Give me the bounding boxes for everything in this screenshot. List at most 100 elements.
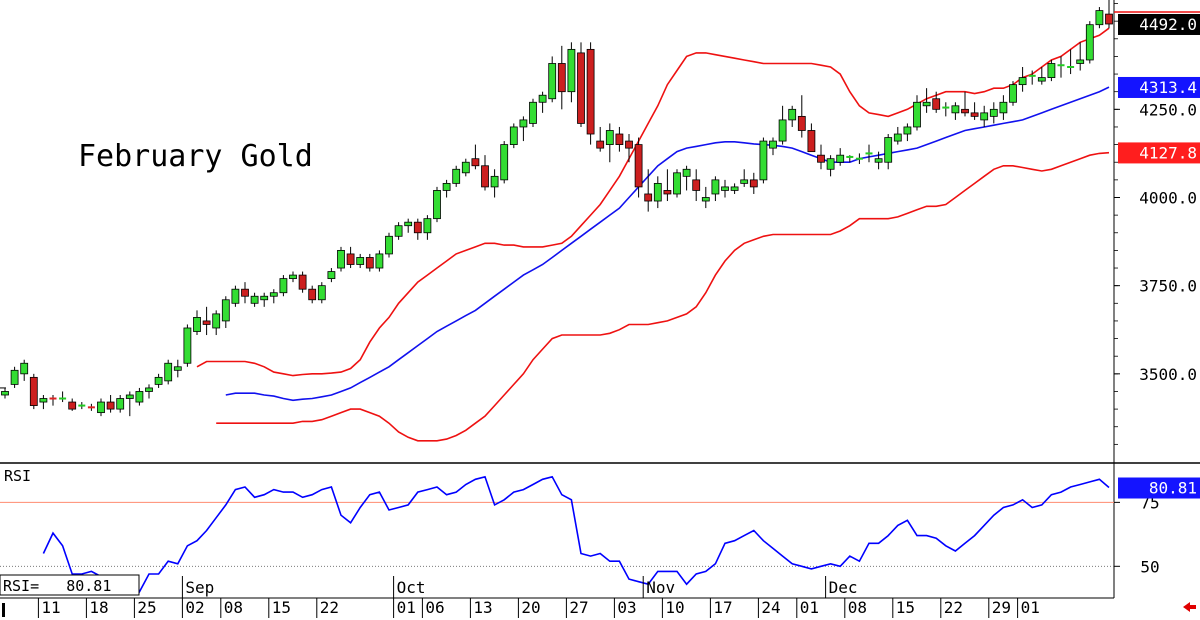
candle (289, 271, 297, 283)
candle (634, 137, 643, 198)
x-day-label: 22 (320, 598, 339, 617)
candle (586, 42, 595, 145)
candle-body (442, 182, 451, 191)
candle-body (884, 137, 893, 163)
candle (529, 98, 537, 127)
candle (951, 102, 960, 120)
candle-body (164, 362, 173, 382)
candle (78, 402, 86, 410)
candle (68, 398, 77, 411)
candle-body (922, 101, 931, 107)
candle (20, 359, 29, 381)
x-day-label: 15 (896, 598, 915, 617)
candle-body (673, 172, 681, 195)
rsi-line (42, 475, 1110, 593)
candle (730, 183, 739, 194)
candle (836, 148, 845, 166)
candle-body (394, 225, 403, 237)
candle-body (625, 140, 633, 149)
candle-body (500, 144, 509, 181)
candle (404, 218, 413, 233)
candle (481, 155, 489, 191)
candle (1105, 0, 1113, 29)
candle-body (519, 119, 528, 128)
candle (548, 56, 557, 103)
candle (692, 169, 701, 202)
candle (846, 155, 854, 163)
candle-body (231, 288, 240, 304)
price-label-box (1118, 13, 1200, 35)
candle (241, 282, 249, 304)
candle-body (749, 179, 758, 188)
candle (183, 324, 192, 367)
candle-body (356, 257, 365, 265)
candle (461, 158, 470, 177)
candle (116, 394, 125, 413)
bollinger-lower-line (216, 151, 1110, 442)
candle-body (241, 288, 249, 297)
x-day-label: 08 (224, 598, 243, 617)
candle-body (999, 101, 1008, 114)
candle (490, 169, 499, 198)
candle-body (106, 401, 115, 410)
candle-body (29, 376, 38, 406)
candle-body (509, 126, 518, 145)
candle-body (615, 133, 624, 145)
candle (913, 95, 921, 131)
candle (615, 126, 624, 152)
candle-body (221, 299, 230, 322)
candle (356, 253, 365, 269)
candle (807, 123, 816, 153)
candle-body (289, 274, 297, 280)
candle-body (682, 168, 691, 177)
candle-body (317, 285, 326, 301)
candle (711, 176, 720, 202)
scroll-right-arrow-icon[interactable] (1183, 602, 1196, 612)
candle (87, 403, 95, 411)
candle-body (1009, 84, 1017, 103)
x-month-label: Dec (829, 578, 858, 597)
price-label-box (1118, 76, 1200, 98)
candle (605, 123, 614, 163)
candle (500, 141, 509, 184)
candle (970, 102, 979, 120)
rsi-readout: RSI= 80.81 (3, 577, 111, 595)
candle (826, 155, 835, 177)
x-day-label: 22 (944, 598, 963, 617)
candle-body (385, 235, 393, 255)
candle (375, 250, 384, 272)
candle (740, 169, 749, 187)
candle (884, 134, 893, 170)
candle (797, 95, 806, 138)
candle (125, 391, 134, 417)
candle (625, 134, 633, 163)
candle-body (721, 186, 729, 191)
candle (519, 116, 528, 142)
candle (97, 398, 105, 417)
candle (269, 289, 278, 304)
x-day-label: 10 (665, 598, 684, 617)
candle (202, 306, 211, 336)
candle (385, 232, 393, 258)
candle (346, 246, 355, 269)
candle-body (97, 401, 105, 414)
candle-body (269, 292, 278, 297)
scroll-left-marker[interactable] (2, 603, 5, 617)
candle-body (538, 94, 547, 103)
price-label-text: 4127.8 (1139, 143, 1197, 162)
candle-body (471, 158, 480, 167)
candle-body (577, 52, 585, 124)
candle-body (39, 398, 48, 403)
candle-body (298, 274, 307, 290)
x-month-label: Sep (185, 578, 214, 597)
candle (106, 394, 115, 413)
candle (855, 153, 863, 164)
candle-body (154, 376, 163, 385)
price-y-axis: 3500.0 3750.0 4000.0 4250.0 (0, 3, 1197, 445)
candle (317, 282, 326, 304)
candle (394, 222, 403, 240)
candle (423, 215, 432, 240)
candle (442, 179, 451, 198)
candle (538, 91, 547, 113)
candle-body (327, 271, 336, 280)
